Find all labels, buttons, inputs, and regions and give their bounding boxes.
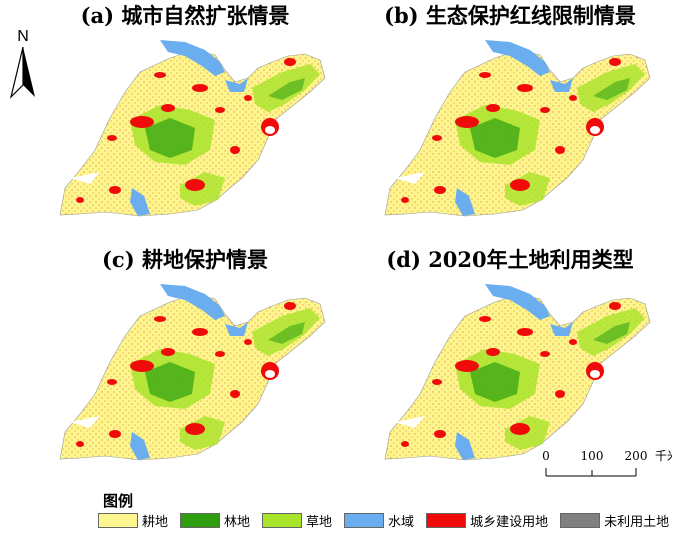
legend-label: 水域: [388, 515, 415, 530]
scale-unit: 千米: [655, 449, 672, 463]
legend-swatch: [344, 513, 385, 528]
scale-tick-100: 100: [581, 449, 604, 463]
map-panel-d: (d) 2020年土地利用类型: [345, 244, 675, 486]
map-c: [59, 283, 326, 461]
legend-label: 未利用土地: [604, 515, 670, 530]
legend-label: 林地: [224, 515, 251, 530]
legend-label: 草地: [306, 515, 333, 530]
scale-tick-200: 200: [625, 449, 648, 463]
panel-title: (b) 生态保护红线限制情景: [384, 3, 636, 28]
legend-swatch: [262, 513, 303, 528]
legend-item-unused: 未利用土地: [560, 511, 669, 530]
scale-bar: 0 100 200 千米: [532, 448, 679, 498]
panel-title: (d) 2020年土地利用类型: [386, 247, 634, 272]
panel-title: (a) 城市自然扩张情景: [80, 3, 290, 28]
legend-swatch: [98, 513, 138, 528]
legend-item-grassland: 草地: [262, 511, 332, 530]
legend-label: 城乡建设用地: [470, 515, 549, 530]
north-arrow-icon: N: [9, 28, 35, 99]
map-a: [59, 39, 326, 217]
legend-swatch: [426, 513, 467, 528]
legend-title: 图例: [103, 492, 134, 510]
map-panel-a: (a) 城市自然扩张情景: [20, 0, 350, 242]
legend: 耕地 林地 草地 水域 城乡建设用地 未利用土地: [98, 511, 680, 530]
map-panel-b: (b) 生态保护红线限制情景: [345, 0, 675, 242]
panel-title: (c) 耕地保护情景: [102, 247, 268, 272]
legend-item-water: 水域: [344, 511, 414, 530]
legend-item-forest: 林地: [180, 511, 250, 530]
map-b: [384, 39, 651, 217]
legend-swatch: [560, 513, 601, 528]
scale-tick-0: 0: [542, 449, 550, 463]
legend-label: 耕地: [142, 515, 169, 530]
legend-item-built-up: 城乡建设用地: [426, 511, 548, 530]
north-label: N: [17, 28, 29, 45]
legend-swatch: [180, 513, 221, 528]
legend-item-cropland: 耕地: [98, 511, 168, 530]
map-panel-c: (c) 耕地保护情景: [20, 244, 350, 486]
